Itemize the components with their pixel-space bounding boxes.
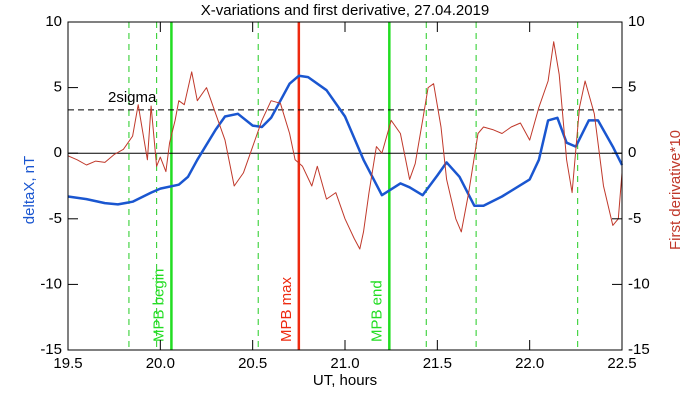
x-tick-label: 21.0 [330, 355, 359, 372]
vertical-line-label: MPB max [278, 276, 295, 342]
y-tick-label: 0 [54, 144, 62, 161]
y2-tick-label: 10 [628, 13, 645, 30]
y2-tick-label: 0 [628, 144, 636, 161]
x-tick-label: 22.5 [607, 355, 636, 372]
series-line [67, 74, 624, 207]
y-tick-label: 10 [45, 13, 62, 30]
x-axis-label: UT, hours [313, 372, 377, 389]
chart-title: X-variations and first derivative, 27.04… [201, 2, 490, 19]
vertical-line-label: MPB begin [150, 269, 167, 342]
x-tick-label: 19.5 [53, 355, 82, 372]
y-tick-label: -5 [49, 210, 62, 227]
y2-tick-label: -5 [628, 210, 641, 227]
y2-tick-label: 5 [628, 79, 636, 96]
x-tick-label: 20.0 [146, 355, 175, 372]
y2-axis-label: First derivative*10 [667, 130, 684, 250]
x-tick-label: 22.0 [515, 355, 544, 372]
vertical-line-label: MPB end [368, 280, 385, 342]
y-tick-label: -10 [40, 275, 62, 292]
y-axis-label: deltaX, nT [21, 156, 38, 224]
x-tick-label: 21.5 [423, 355, 452, 372]
horizontal-line-label: 2sigma [108, 89, 157, 106]
y-tick-label: -15 [40, 341, 62, 358]
series-line [67, 41, 623, 250]
y2-tick-label: -15 [628, 341, 650, 358]
x-tick-label: 20.5 [238, 355, 267, 372]
y-tick-label: 5 [54, 79, 62, 96]
y2-tick-label: -10 [628, 275, 650, 292]
